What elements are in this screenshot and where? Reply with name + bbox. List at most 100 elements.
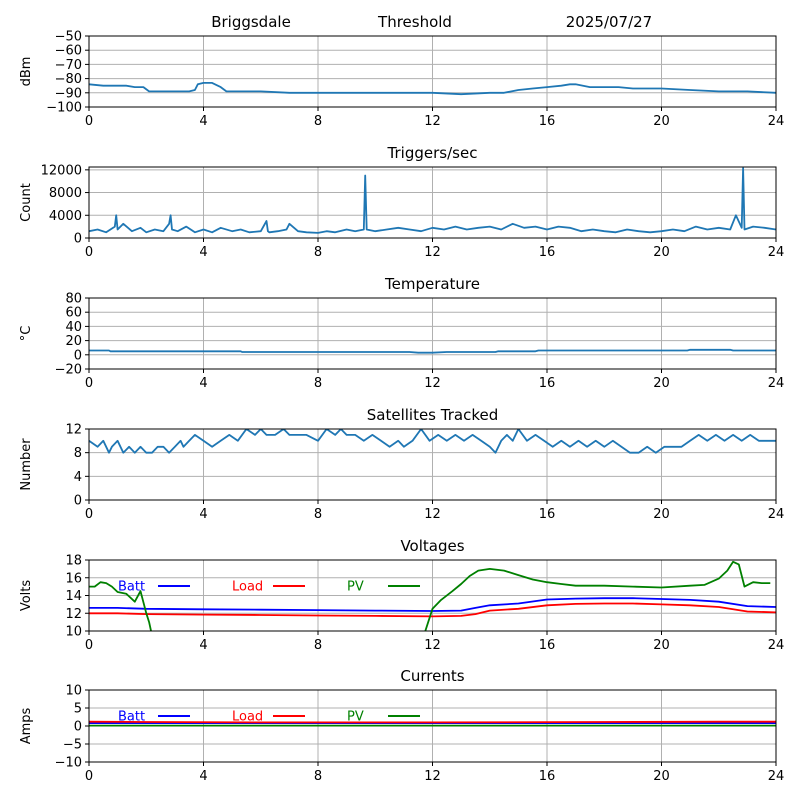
plot-frame — [88, 689, 777, 763]
x-tick-label: 16 — [539, 376, 556, 391]
x-tick-label: 4 — [199, 507, 207, 522]
panel-triggers: Triggers/sec Count 0 4 8 12 16 20 24 0 4000 8000 120… — [19, 144, 784, 260]
series-line-triggers — [89, 167, 776, 234]
x-tick-label: 16 — [539, 245, 556, 260]
x-tick-label: 0 — [85, 245, 93, 260]
x-tick-label: 24 — [768, 245, 785, 260]
x-tick-label: 4 — [199, 114, 207, 129]
x-tick-label: 0 — [85, 769, 93, 784]
y-tick-label: 12 — [65, 607, 82, 622]
y-tick-label: 10 — [65, 684, 82, 699]
y-tick-label: 0 — [74, 494, 82, 509]
y-tick-label: 8000 — [49, 186, 82, 201]
y-tick-label: −5 — [63, 738, 82, 753]
x-tick-label: 12 — [424, 376, 441, 391]
x-tick-label: 0 — [85, 114, 93, 129]
x-tick-label: 12 — [424, 245, 441, 260]
x-tick-label: 4 — [199, 376, 207, 391]
y-tick-label: −60 — [55, 44, 82, 59]
panel-title: Triggers/sec — [387, 144, 478, 162]
header-panel: Threshold — [377, 13, 452, 31]
y-tick-label: 0 — [74, 232, 82, 247]
x-tick-label: 8 — [314, 114, 322, 129]
legend-label-batt: Batt — [118, 580, 145, 595]
x-tick-label: 12 — [424, 638, 441, 653]
y-tick-label: 10 — [65, 625, 82, 640]
x-tick-label: 4 — [199, 245, 207, 260]
panel-satellites: Satellites Tracked Number 0 4 8 12 16 20 24 0 4 8 12 — [19, 406, 784, 522]
x-tick-label: 16 — [539, 769, 556, 784]
y-tick-label: −100 — [46, 101, 82, 116]
x-tick-label: 20 — [653, 638, 670, 653]
x-tick-label: 0 — [85, 507, 93, 522]
x-tick-label: 20 — [653, 245, 670, 260]
x-tick-label: 24 — [768, 769, 785, 784]
x-tick-label: 0 — [85, 376, 93, 391]
x-tick-label: 24 — [768, 376, 785, 391]
x-tick-label: 24 — [768, 114, 785, 129]
legend-label-pv: PV — [347, 580, 364, 595]
y-tick-label: 5 — [74, 702, 82, 717]
x-tick-label: 24 — [768, 507, 785, 522]
y-axis-label: Volts — [19, 580, 34, 612]
x-tick-label: 16 — [539, 507, 556, 522]
y-tick-label: 60 — [65, 306, 82, 321]
y-tick-label: −10 — [55, 756, 82, 771]
series-line-temperature — [89, 348, 776, 354]
header-station: Briggsdale — [211, 13, 291, 31]
x-tick-label: 0 — [85, 638, 93, 653]
series-line-load — [89, 720, 776, 724]
x-tick-label: 16 — [539, 114, 556, 129]
x-tick-label: 12 — [424, 114, 441, 129]
panel-voltages: Voltages Volts 0 4 8 12 16 20 24 10 12 14 16 18 Batt Lo… — [19, 537, 784, 653]
y-axis-label: °C — [19, 326, 34, 342]
series-line-pv — [424, 560, 771, 631]
header-date: 2025/07/27 — [566, 13, 652, 31]
x-tick-label: 8 — [314, 376, 322, 391]
panel-title: Currents — [400, 667, 464, 685]
panel-currents: Currents Amps 0 4 8 12 16 20 24 −10 −5 0 5 10 Batt Load… — [19, 667, 784, 784]
x-tick-label: 16 — [539, 638, 556, 653]
y-axis-label: Number — [19, 438, 34, 491]
x-tick-label: 24 — [768, 638, 785, 653]
legend-label-pv: PV — [347, 710, 364, 725]
plot-frame — [88, 166, 777, 239]
y-tick-label: 18 — [65, 554, 82, 569]
x-tick-label: 8 — [314, 245, 322, 260]
series-line-batt — [89, 597, 776, 612]
x-tick-label: 20 — [653, 376, 670, 391]
series-line-satellites — [89, 429, 776, 454]
plot-frame — [88, 297, 777, 370]
y-axis-label: Count — [19, 183, 34, 222]
y-tick-label: 12000 — [41, 163, 82, 178]
y-tick-label: 8 — [74, 446, 82, 461]
y-tick-label: 0 — [74, 720, 82, 735]
x-tick-label: 8 — [314, 638, 322, 653]
y-tick-label: 40 — [65, 320, 82, 335]
panel-title: Satellites Tracked — [367, 406, 498, 424]
y-tick-label: −90 — [55, 86, 82, 101]
y-tick-label: 0 — [74, 348, 82, 363]
y-tick-label: 16 — [65, 571, 82, 586]
plot-frame — [88, 559, 777, 632]
y-tick-label: −70 — [55, 58, 82, 73]
series-line-load — [89, 602, 776, 618]
y-tick-label: −50 — [55, 30, 82, 45]
legend-label-batt: Batt — [118, 710, 145, 725]
panel-title: Temperature — [384, 275, 480, 293]
x-tick-label: 12 — [424, 769, 441, 784]
y-tick-label: 4000 — [49, 209, 82, 224]
y-tick-label: 80 — [65, 292, 82, 307]
y-tick-label: 4 — [74, 470, 82, 485]
y-axis-label: Amps — [19, 707, 34, 744]
legend-label-load: Load — [232, 710, 263, 725]
x-tick-label: 20 — [653, 507, 670, 522]
y-axis-label: dBm — [19, 57, 34, 87]
y-tick-label: −20 — [55, 363, 82, 378]
x-tick-label: 4 — [199, 769, 207, 784]
y-tick-label: −80 — [55, 72, 82, 87]
series-line-threshold — [89, 82, 776, 96]
plot-frame — [88, 35, 777, 108]
